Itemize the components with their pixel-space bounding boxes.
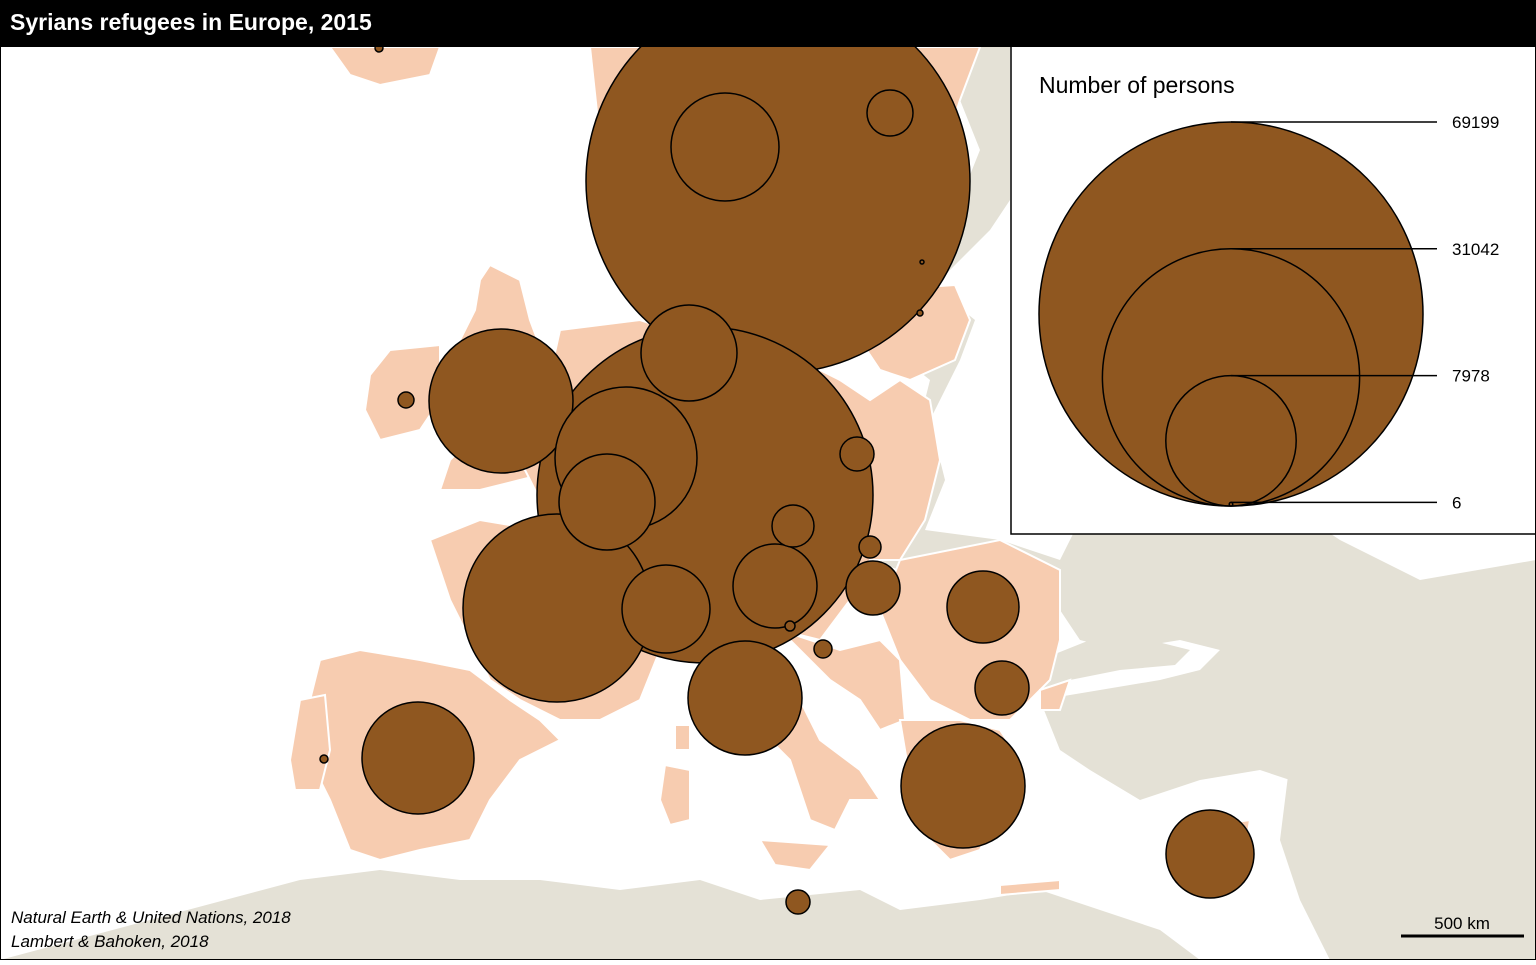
refugee-symbol — [361, 701, 475, 815]
legend-value-label: 69199 — [1452, 113, 1499, 132]
refugee-symbol — [428, 328, 574, 474]
refugee-symbol — [621, 564, 711, 654]
scale-bar: 500 km — [1401, 914, 1524, 938]
legend-panel: Number of persons 69199 31042 7978 6 — [1010, 44, 1536, 535]
refugee-symbol — [845, 560, 901, 616]
title-bar: Syrians refugees in Europe, 2015 — [0, 0, 1536, 47]
legend-title: Number of persons — [1039, 72, 1235, 98]
refugee-symbol — [858, 535, 882, 559]
legend-value-label: 31042 — [1452, 240, 1499, 259]
refugee-symbol — [397, 391, 415, 409]
refugee-symbol — [640, 304, 738, 402]
refugee-symbol — [585, 0, 971, 374]
refugee-symbol — [732, 543, 818, 629]
legend-symbols: 69199 31042 7978 6 — [1038, 113, 1499, 512]
refugee-symbol — [839, 436, 875, 472]
refugee-symbol — [813, 639, 833, 659]
refugee-symbol — [558, 453, 656, 551]
scale-bar-label: 500 km — [1434, 914, 1490, 933]
background-land — [0, 47, 1536, 960]
refugee-symbol — [784, 620, 796, 632]
refugee-symbol — [1165, 809, 1255, 899]
legend-value-label: 6 — [1452, 493, 1461, 512]
refugee-symbol — [974, 660, 1030, 716]
refugee-symbol — [687, 640, 803, 756]
source-line-2: Lambert & Bahoken, 2018 — [11, 932, 209, 951]
proportional-symbols — [319, 0, 1255, 915]
refugee-symbol — [946, 570, 1020, 644]
refugee-symbol — [771, 504, 815, 548]
legend-value-label: 7978 — [1452, 367, 1490, 386]
refugee-symbol — [785, 889, 811, 915]
refugee-symbol — [919, 259, 925, 265]
refugee-symbol — [319, 754, 329, 764]
refugee-symbol — [900, 723, 1026, 849]
refugee-symbol — [866, 89, 914, 137]
refugee-symbol — [670, 92, 780, 202]
legend-circle — [1165, 374, 1297, 507]
map-title: Syrians refugees in Europe, 2015 — [10, 9, 372, 35]
refugee-symbol — [916, 309, 924, 317]
source-line-1: Natural Earth & United Nations, 2018 — [11, 908, 291, 927]
